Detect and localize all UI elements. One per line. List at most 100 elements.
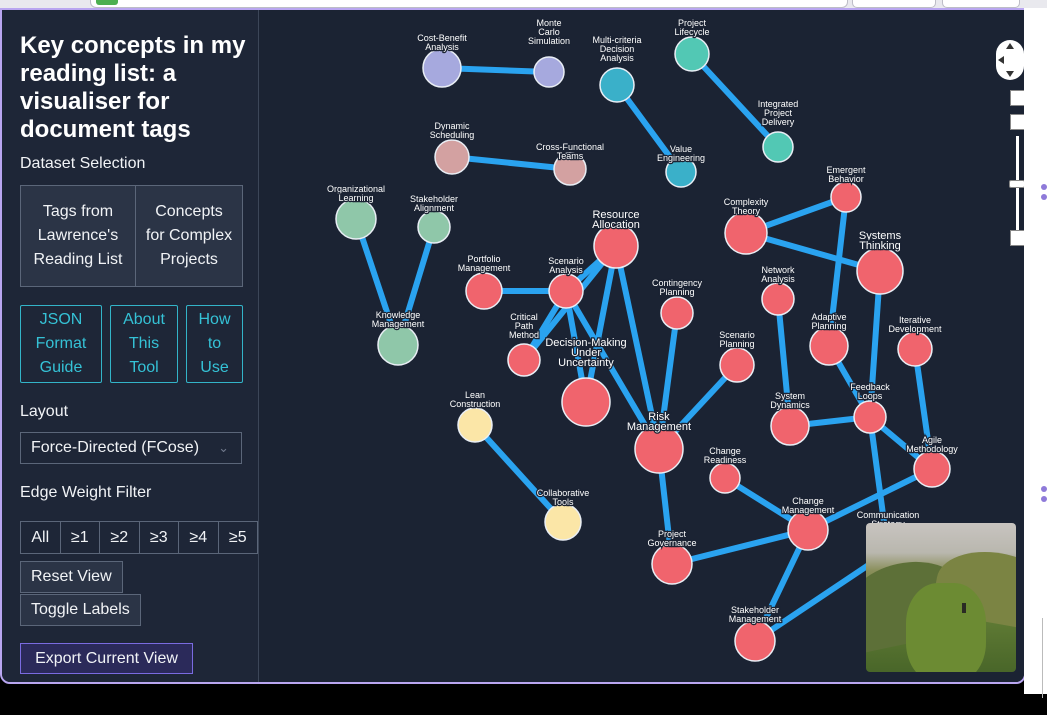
edge-filter-1[interactable]: ≥1 bbox=[59, 522, 100, 553]
graph-node-circle[interactable] bbox=[719, 347, 755, 383]
graph-node-circle[interactable] bbox=[709, 462, 741, 494]
graph-node-circle[interactable] bbox=[507, 343, 541, 377]
graph-edge-st-fl[interactable] bbox=[867, 268, 883, 420]
graph-node-circle[interactable] bbox=[734, 620, 776, 662]
edge-filter-5[interactable]: ≥5 bbox=[217, 522, 258, 553]
graph-edge-am-chm[interactable] bbox=[805, 466, 935, 533]
layout-select[interactable]: Force-Directed (FCose) ⌄ bbox=[20, 432, 242, 464]
graph-edge-sm-cs[interactable] bbox=[752, 549, 891, 644]
graph-node-circle[interactable] bbox=[787, 509, 829, 551]
edge-filter-4[interactable]: ≥4 bbox=[178, 522, 218, 553]
address-bar[interactable] bbox=[90, 0, 848, 8]
graph-node-circle[interactable] bbox=[724, 211, 768, 255]
graph-node-circle[interactable] bbox=[809, 326, 849, 366]
zoom-fit-button[interactable] bbox=[1010, 230, 1024, 246]
graph-edge-na-sd[interactable] bbox=[775, 296, 793, 429]
edge-filter-3[interactable]: ≥3 bbox=[138, 522, 179, 553]
graph-node-circle[interactable] bbox=[335, 198, 377, 240]
graph-node-circle[interactable] bbox=[553, 152, 587, 186]
browser-button[interactable] bbox=[942, 0, 1020, 8]
graph-node-circle[interactable] bbox=[561, 377, 611, 427]
graph-node-circle[interactable] bbox=[465, 272, 503, 310]
graph-edge-ds-cft[interactable] bbox=[449, 154, 573, 172]
graph-node-circle[interactable] bbox=[417, 210, 451, 244]
graph-node-circle[interactable] bbox=[674, 36, 710, 72]
graph-node-circle[interactable] bbox=[377, 324, 419, 366]
graph-edge-ra-rm[interactable] bbox=[613, 243, 662, 452]
graph-edge-chm-pg[interactable] bbox=[669, 527, 811, 567]
edge-filter-all[interactable]: All bbox=[31, 528, 50, 546]
graph-edge-ol-km[interactable] bbox=[353, 216, 401, 348]
graph-node-circle[interactable] bbox=[665, 156, 697, 188]
graph-edge-scen-rm[interactable] bbox=[563, 288, 662, 452]
graph-node-circle[interactable] bbox=[660, 296, 694, 330]
graph-node-circle[interactable] bbox=[761, 282, 795, 316]
graph-node-circle[interactable] bbox=[651, 543, 693, 585]
graph-node-circle[interactable] bbox=[593, 223, 639, 269]
zoom-in-button[interactable] bbox=[1010, 90, 1024, 106]
dataset-button-reading-list[interactable]: Tags from Lawrence's Reading List bbox=[20, 185, 136, 287]
json-format-guide-button[interactable]: JSON Format Guide bbox=[20, 305, 102, 383]
graph-node-circle[interactable] bbox=[897, 331, 933, 367]
graph-node-circle[interactable] bbox=[544, 503, 582, 541]
dataset-button-complex-projects[interactable]: Concepts for Complex Projects bbox=[135, 185, 243, 287]
graph-node-circle[interactable] bbox=[457, 407, 493, 443]
about-tool-button[interactable]: About This Tool bbox=[110, 305, 178, 383]
graph-node-circle[interactable] bbox=[770, 406, 810, 446]
graph-node-circle[interactable] bbox=[599, 67, 635, 103]
graph-node-circle[interactable] bbox=[853, 400, 887, 434]
graph-node-circle[interactable] bbox=[548, 273, 584, 309]
how-to-use-button[interactable]: How to Use bbox=[186, 305, 243, 383]
graph-canvas[interactable]: Cost-Benefit Analysis Monte Carlo Simulation… bbox=[259, 10, 1024, 682]
graph-node-circle[interactable] bbox=[422, 48, 462, 88]
graph-node-circle[interactable] bbox=[533, 56, 565, 88]
graph-edge-pl-ipd[interactable] bbox=[689, 51, 781, 150]
export-view-button[interactable]: Export Current View bbox=[20, 643, 193, 674]
graph-edge-lc-colt[interactable] bbox=[472, 422, 566, 525]
toggle-labels-button[interactable]: Toggle Labels bbox=[20, 594, 141, 626]
graph-node-circle[interactable] bbox=[762, 131, 794, 163]
graph-edge-mcda-ve[interactable] bbox=[614, 82, 684, 175]
edge-filter-2[interactable]: ≥2 bbox=[99, 522, 139, 553]
graph-edge-ra-dmu[interactable] bbox=[583, 243, 619, 405]
zoom-slider-track[interactable] bbox=[1016, 136, 1019, 246]
zoom-slider-handle[interactable] bbox=[1009, 180, 1024, 188]
zoom-out-button[interactable] bbox=[1010, 114, 1024, 130]
reset-view-button[interactable]: Reset View bbox=[20, 561, 123, 593]
graph-node-circle[interactable] bbox=[434, 139, 470, 175]
graph-node-circle[interactable] bbox=[913, 450, 951, 488]
pan-control-icon[interactable] bbox=[996, 40, 1024, 80]
